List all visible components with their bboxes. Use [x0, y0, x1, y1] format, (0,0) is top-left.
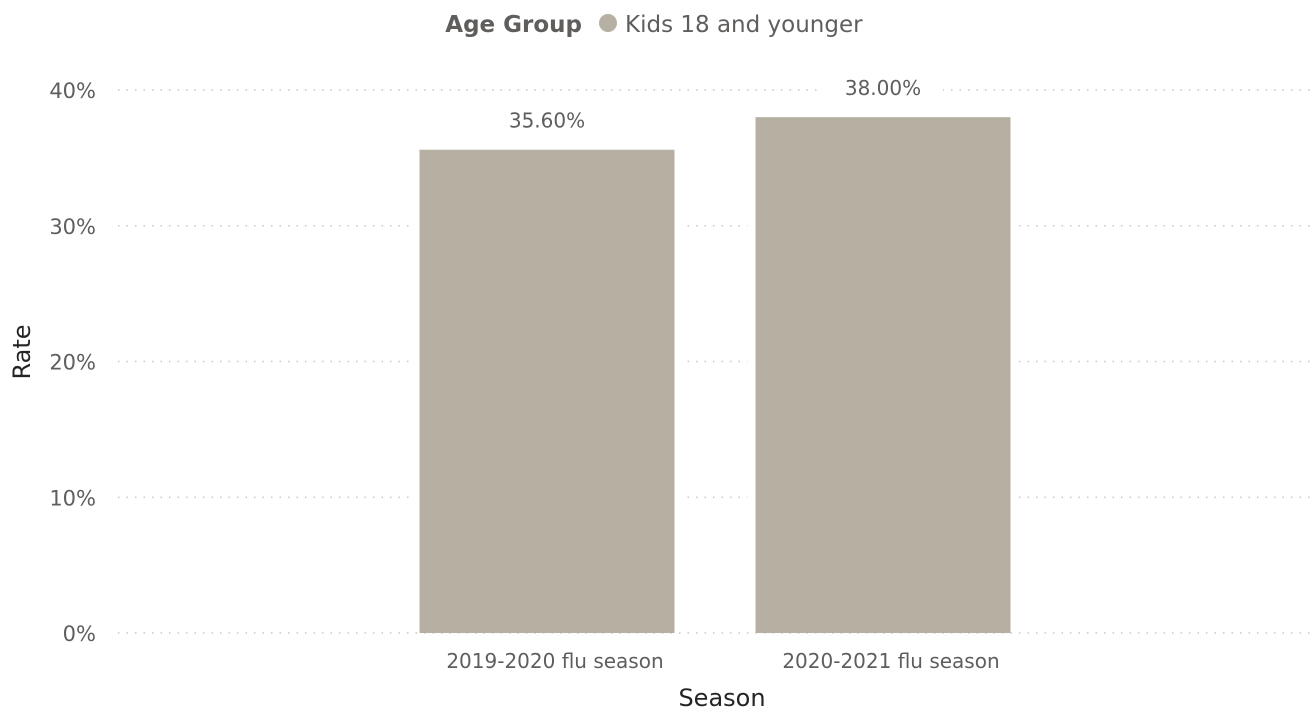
data-label-background [823, 75, 943, 102]
bar [755, 117, 1011, 633]
bars [411, 117, 1019, 634]
y-tick-label: 0% [63, 622, 96, 646]
legend-marker [599, 14, 617, 32]
x-axis-title: Season [678, 684, 765, 711]
y-tick-label: 10% [49, 486, 96, 510]
legend: Age Group Kids 18 and younger [445, 12, 863, 38]
x-axis-categories: 2019-2020 flu season 2020-2021 flu season [446, 649, 999, 673]
x-category-label: 2019-2020 flu season [446, 649, 663, 673]
x-category-label: 2020-2021 flu season [782, 649, 999, 673]
y-tick-label: 30% [49, 215, 96, 239]
data-label: 35.60% [509, 109, 585, 133]
gridlines [118, 89, 1310, 634]
data-labels: 35.60% 38.00% [487, 75, 943, 134]
legend-title: Age Group [445, 12, 582, 38]
data-label: 38.00% [845, 76, 921, 100]
legend-label: Kids 18 and younger [625, 12, 863, 38]
y-tick-label: 40% [49, 79, 96, 103]
bar [419, 149, 675, 634]
y-axis-ticks: 0% 10% 20% 30% 40% [49, 79, 96, 646]
y-axis-title: Rate [8, 324, 36, 379]
y-tick-label: 20% [49, 351, 96, 375]
data-label-background [487, 107, 607, 134]
